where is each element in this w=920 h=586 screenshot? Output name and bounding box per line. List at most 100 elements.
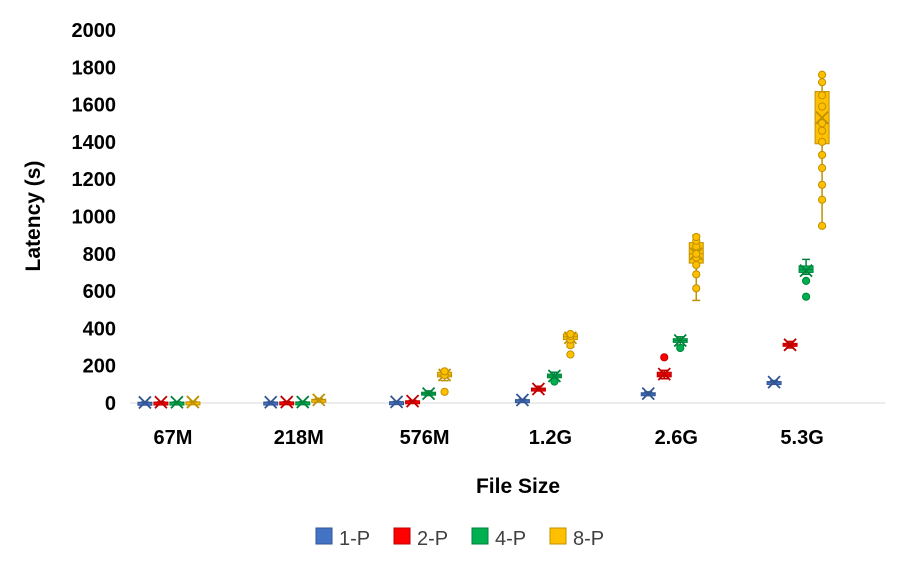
data-point xyxy=(550,377,559,386)
data-point xyxy=(660,353,669,362)
y-tick-label: 1600 xyxy=(72,95,117,117)
box-group xyxy=(153,395,169,409)
data-point xyxy=(566,329,575,339)
y-tick-label: 800 xyxy=(83,244,116,266)
box-group xyxy=(814,70,830,230)
box-group xyxy=(530,382,546,396)
mean-marker xyxy=(264,395,278,409)
y-tick-label: 1200 xyxy=(72,169,117,191)
data-point xyxy=(817,91,827,100)
x-tick-label: 218M xyxy=(274,427,324,449)
mean-marker xyxy=(531,382,546,396)
legend-item: 4-P xyxy=(471,527,526,550)
x-tick-label: 67M xyxy=(153,427,192,449)
box-group xyxy=(263,395,279,409)
y-tick-label: 0 xyxy=(105,393,116,415)
mean-marker xyxy=(815,111,829,125)
data-point xyxy=(817,180,827,189)
mean-marker xyxy=(312,393,326,407)
mean-marker xyxy=(186,395,200,409)
data-point xyxy=(801,292,811,301)
data-point xyxy=(817,78,827,87)
box-group xyxy=(185,395,201,409)
box-group xyxy=(782,338,798,352)
box-group xyxy=(389,395,405,409)
box-group xyxy=(279,395,295,409)
mean-marker xyxy=(515,393,530,407)
box-group xyxy=(672,333,688,353)
box-group xyxy=(311,393,327,407)
data-point xyxy=(817,221,827,230)
data-point xyxy=(817,150,827,160)
data-point xyxy=(692,270,701,279)
x-tick-label: 576M xyxy=(400,427,450,449)
y-tick-label: 1800 xyxy=(72,57,117,79)
mean-marker xyxy=(154,395,168,409)
data-point xyxy=(692,232,701,242)
x-tick-label: 1.2G xyxy=(529,427,572,449)
box-group xyxy=(437,367,453,396)
mean-marker xyxy=(296,395,310,409)
mean-marker xyxy=(280,395,294,409)
box-group xyxy=(514,393,530,407)
y-tick-label: 600 xyxy=(83,281,116,303)
box-group xyxy=(137,395,153,410)
y-axis-title: Latency (s) xyxy=(22,161,45,272)
data-point xyxy=(692,260,701,270)
mean-marker xyxy=(673,333,687,348)
mean-marker xyxy=(547,369,562,383)
legend-item: 8-P xyxy=(549,527,604,550)
data-point xyxy=(817,126,827,135)
plot-area xyxy=(130,70,885,410)
mean-marker xyxy=(641,387,655,401)
box-group xyxy=(688,232,704,302)
mean-marker xyxy=(170,395,184,409)
y-tick-label: 1400 xyxy=(72,132,117,154)
data-point xyxy=(440,367,449,376)
data-point xyxy=(801,276,811,285)
data-point xyxy=(817,137,827,146)
box-group xyxy=(405,394,421,408)
data-point xyxy=(817,195,827,204)
legend-swatch xyxy=(471,527,489,545)
data-point xyxy=(440,387,449,396)
mean-marker xyxy=(138,395,152,410)
x-axis-ticks: 67M 218M 576M 1.2G 2.6G 5.3G xyxy=(153,427,823,449)
y-tick-label: 2000 xyxy=(72,20,117,42)
data-point xyxy=(817,70,827,79)
data-point xyxy=(817,119,827,128)
legend-item: 1-P xyxy=(315,527,370,550)
data-point xyxy=(566,350,575,359)
data-point xyxy=(676,343,685,353)
legend-swatch xyxy=(315,527,333,545)
data-point xyxy=(692,284,701,293)
box-group xyxy=(421,387,437,401)
legend-swatch xyxy=(393,527,411,545)
mean-marker xyxy=(405,394,420,408)
y-tick-label: 1000 xyxy=(72,207,117,229)
mean-marker xyxy=(657,367,671,381)
mean-marker xyxy=(389,395,404,409)
mean-marker xyxy=(799,263,813,278)
data-point xyxy=(692,249,701,258)
y-tick-label: 400 xyxy=(83,318,116,340)
legend-item: 2-P xyxy=(393,527,448,550)
box-group xyxy=(562,329,578,359)
x-tick-label: 2.6G xyxy=(655,427,698,449)
y-tick-label: 200 xyxy=(83,356,116,378)
legend-label: 2-P xyxy=(417,528,448,550)
box-group xyxy=(546,369,562,386)
data-point xyxy=(817,163,827,173)
box-group xyxy=(656,353,672,381)
data-point xyxy=(817,102,827,111)
box-group xyxy=(640,387,656,401)
box-group xyxy=(798,258,814,301)
box-group xyxy=(295,395,311,409)
legend-swatch xyxy=(549,527,567,545)
mean-marker xyxy=(767,375,781,389)
x-tick-label: 5.3G xyxy=(780,427,823,449)
x-axis-title: File Size xyxy=(476,475,560,498)
y-axis-ticks: 0 200 400 600 800 1000 1200 1400 1600 1800 2000 xyxy=(72,20,117,415)
